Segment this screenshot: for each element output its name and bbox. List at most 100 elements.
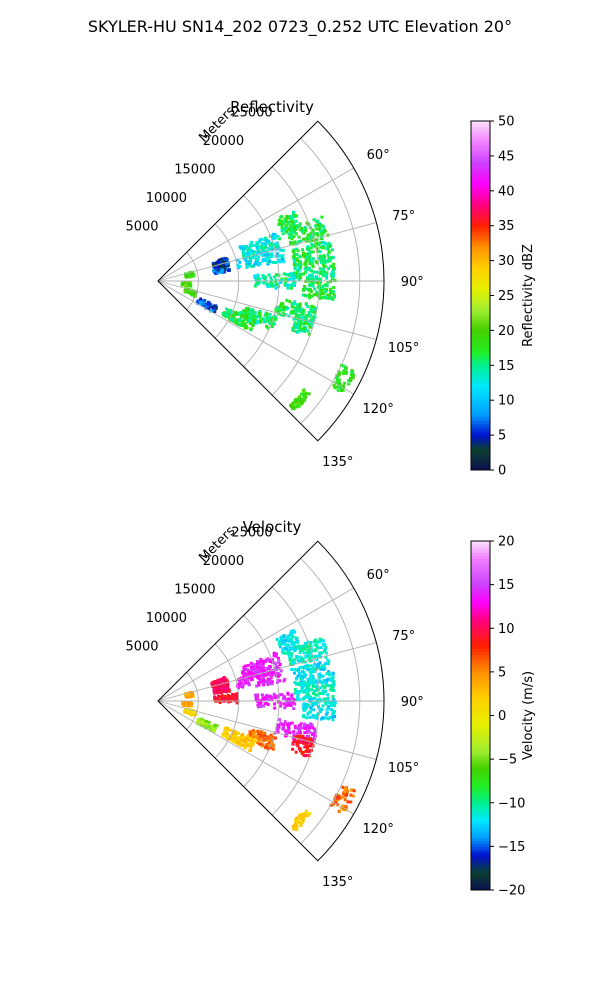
data-cell <box>303 675 307 679</box>
data-cell <box>204 306 208 310</box>
data-cell <box>322 231 325 235</box>
data-cell <box>322 246 326 250</box>
data-cell <box>284 638 288 642</box>
data-cell <box>336 388 340 392</box>
data-cell <box>304 681 308 685</box>
theta-tick-label: 75° <box>392 209 415 224</box>
data-cell <box>252 314 256 318</box>
data-cell <box>282 634 285 638</box>
data-cell <box>315 276 319 280</box>
data-cell <box>350 370 354 374</box>
colorbar-band <box>471 578 490 583</box>
data-cell <box>318 254 322 258</box>
data-cell <box>313 689 317 693</box>
data-cell <box>326 658 330 662</box>
data-cell <box>297 395 301 399</box>
data-cell <box>249 322 253 326</box>
data-cell <box>255 241 259 245</box>
data-cell <box>220 689 224 692</box>
colorbar-band <box>471 167 490 171</box>
data-cell <box>275 283 278 287</box>
data-cell <box>236 266 240 269</box>
data-cell <box>217 260 221 264</box>
data-cell <box>225 698 229 702</box>
data-cell <box>296 317 300 321</box>
data-cell <box>210 724 214 728</box>
data-cell <box>225 690 228 694</box>
data-cell <box>314 293 318 296</box>
data-cell <box>261 246 265 250</box>
data-cell <box>213 268 217 272</box>
data-cell <box>318 241 322 245</box>
colorbar-band <box>471 411 490 416</box>
data-cell <box>296 818 299 822</box>
colorbar-band <box>471 199 490 203</box>
data-cell <box>281 254 285 258</box>
data-cell <box>242 322 246 326</box>
data-cell <box>278 679 282 683</box>
data-cell <box>248 314 252 318</box>
data-cell <box>299 398 303 402</box>
data-cell <box>309 246 313 250</box>
data-cell <box>332 286 335 290</box>
data-cell <box>306 685 310 689</box>
data-cell <box>242 317 246 321</box>
data-cell <box>295 824 299 828</box>
data-cell <box>205 720 209 723</box>
data-cell <box>307 750 311 754</box>
data-cell <box>319 260 323 264</box>
colorbar-band <box>471 435 490 439</box>
data-cell <box>247 669 251 673</box>
data-cell <box>308 239 312 243</box>
data-cell <box>279 722 282 726</box>
data-cell <box>222 697 226 701</box>
data-cell <box>335 376 339 379</box>
colorbar-band <box>471 738 490 743</box>
data-cell <box>255 321 259 325</box>
data-cell <box>293 630 297 634</box>
data-cell <box>327 670 331 674</box>
data-cell <box>213 724 217 728</box>
data-cell <box>302 739 306 743</box>
r-tick-label: 10000 <box>146 191 187 206</box>
data-cell <box>319 271 323 275</box>
data-cell <box>305 252 309 256</box>
data-cell <box>296 693 300 697</box>
data-cell <box>184 711 188 714</box>
data-cell <box>240 324 244 328</box>
data-cell <box>331 695 335 699</box>
data-cell <box>317 257 321 261</box>
data-cell <box>243 252 247 256</box>
data-cell <box>300 307 304 311</box>
colorbar-band <box>471 123 490 128</box>
data-cell <box>303 328 307 332</box>
colorbar-band <box>471 636 490 641</box>
colorbar-band <box>471 686 490 690</box>
colorbar-band <box>471 152 490 157</box>
colorbar-band <box>471 219 490 224</box>
colorbar-band <box>471 730 490 734</box>
data-cell <box>187 282 191 286</box>
data-cell <box>240 676 244 680</box>
data-cell <box>329 272 333 276</box>
data-cell <box>310 242 314 246</box>
data-cell <box>289 286 293 290</box>
data-cell <box>311 703 315 707</box>
colorbar-band <box>471 604 490 609</box>
data-cell <box>264 673 268 677</box>
data-cell <box>243 746 247 750</box>
data-cell <box>312 669 316 673</box>
data-cell <box>344 366 348 370</box>
data-cell <box>212 688 216 692</box>
data-cell <box>330 274 334 278</box>
data-cell <box>299 674 303 678</box>
data-cell <box>265 239 269 243</box>
theta-tick-label: 135° <box>322 875 353 890</box>
data-cell <box>312 280 316 284</box>
data-cell <box>293 724 297 728</box>
colorbar-tick-label: 10 <box>498 394 515 409</box>
data-cell <box>303 398 307 402</box>
data-cell <box>301 254 305 258</box>
data-cell <box>320 229 323 233</box>
